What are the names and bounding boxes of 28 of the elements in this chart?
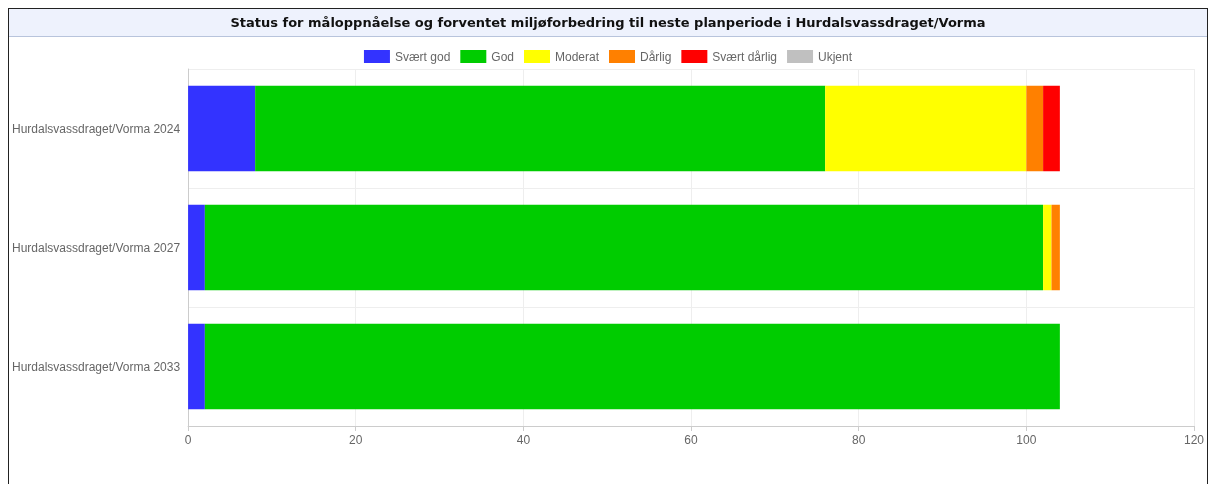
- y-tick-label: Hurdalsvassdraget/Vorma 2024: [12, 121, 181, 136]
- bar: [188, 204, 205, 291]
- legend-label: Ukjent: [818, 49, 853, 64]
- x-tick-label: 120: [1183, 433, 1205, 447]
- bar: [204, 204, 1044, 291]
- bar: [1051, 204, 1060, 291]
- bar: [1026, 85, 1044, 172]
- legend-label: Moderat: [554, 49, 600, 64]
- legend-label: Svært dårlig: [712, 49, 778, 64]
- bar: [204, 323, 1060, 410]
- bar: [188, 323, 205, 410]
- x-tick-label: 100: [1016, 433, 1037, 447]
- x-tick-label: 80: [852, 433, 866, 447]
- bar: [1043, 85, 1060, 172]
- legend-label: God: [491, 49, 514, 64]
- legend-label: Dårlig: [640, 49, 672, 64]
- bar: [188, 85, 256, 172]
- legend-label: Svært god: [394, 49, 451, 64]
- y-tick-label: Hurdalsvassdraget/Vorma 2033: [12, 359, 181, 374]
- bar: [825, 85, 1027, 172]
- x-tick-label: 20: [349, 433, 363, 447]
- x-tick-label: 40: [516, 433, 531, 447]
- x-tick-label: 0: [184, 433, 192, 447]
- bar: [255, 85, 826, 172]
- chart-title: Status for måloppnåelse og forventet miljøforbedring til neste planperiode i Hurdalsvassdraget/Vorma: [9, 9, 1207, 37]
- y-tick-label: Hurdalsvassdraget/Vorma 2027: [12, 240, 181, 255]
- bar: [1043, 204, 1052, 291]
- x-tick-label: 60: [684, 433, 699, 447]
